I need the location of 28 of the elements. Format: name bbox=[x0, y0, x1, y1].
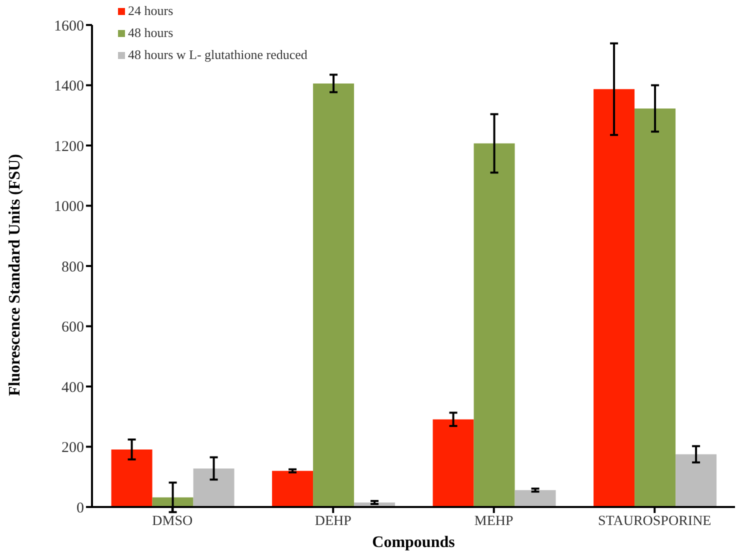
x-axis-title: Compounds bbox=[372, 534, 455, 551]
bar bbox=[272, 470, 314, 507]
bar bbox=[432, 419, 474, 507]
y-tick-label: 800 bbox=[62, 259, 84, 276]
y-tick-label: 1000 bbox=[54, 199, 84, 216]
x-tick-label: DEHP bbox=[314, 514, 352, 529]
y-tick-label: 1400 bbox=[54, 78, 84, 95]
bar bbox=[474, 143, 515, 507]
x-tick-label: MEHP bbox=[474, 514, 514, 529]
bar bbox=[111, 449, 152, 507]
y-tick-label: 600 bbox=[62, 320, 84, 336]
legend-label: 48 hours bbox=[128, 24, 174, 42]
y-axis-title: Fluorescence Standard Units (FSU) bbox=[6, 154, 24, 396]
x-tick-label: STAUROSPORINE bbox=[598, 514, 712, 529]
bar bbox=[193, 468, 234, 507]
bar bbox=[634, 108, 676, 507]
y-tick-label: 1200 bbox=[54, 138, 84, 155]
bar bbox=[313, 83, 354, 507]
y-tick-label: 400 bbox=[62, 380, 84, 396]
bar bbox=[594, 89, 635, 507]
bar bbox=[514, 490, 556, 507]
legend-label: 24 hours bbox=[128, 2, 174, 20]
x-tick-label: DMSO bbox=[152, 514, 193, 529]
bar bbox=[676, 454, 717, 507]
y-tick-label: 0 bbox=[76, 500, 84, 516]
y-tick-label: 1600 bbox=[54, 18, 84, 34]
legend-label: 48 hours w L- glutathione reduced bbox=[128, 46, 308, 64]
y-tick-label: 200 bbox=[62, 440, 84, 456]
